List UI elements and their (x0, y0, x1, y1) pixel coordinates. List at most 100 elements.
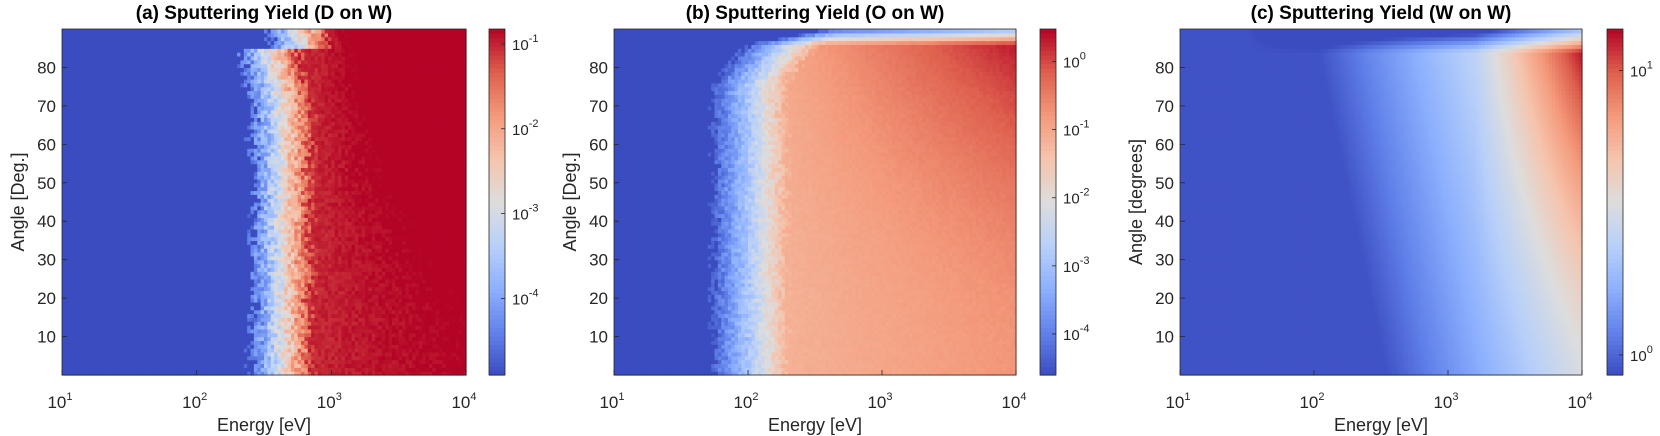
heatmap-cell (233, 301, 238, 307)
heatmap-cell (284, 309, 289, 315)
heatmap-cell (365, 321, 369, 326)
heatmap-cell (331, 290, 336, 295)
heatmap-cell (361, 313, 366, 318)
heatmap-cell (62, 363, 66, 368)
heatmap-cell (210, 301, 215, 307)
heatmap-cell (371, 321, 376, 326)
heatmap-cell (82, 325, 87, 330)
heatmap-cell (314, 359, 319, 365)
heatmap-cell (119, 371, 124, 376)
heatmap-cell (250, 313, 255, 318)
heatmap-cell (452, 290, 457, 295)
heatmap-cell (176, 294, 181, 299)
heatmap-cell (253, 367, 258, 372)
heatmap-cell (260, 367, 265, 372)
heatmap-cell (351, 313, 356, 318)
heatmap-cell (156, 363, 161, 368)
heatmap-cell (307, 313, 312, 318)
heatmap-cell (253, 355, 258, 361)
heatmap-cell (95, 325, 100, 330)
heatmap-cell (115, 309, 120, 315)
heatmap-cell (146, 340, 151, 345)
heatmap-cell (280, 348, 285, 353)
heatmap-cell (115, 305, 120, 311)
heatmap-cell (402, 290, 406, 295)
heatmap-cell (267, 317, 272, 322)
heatmap-cell (142, 321, 147, 326)
heatmap-cell (253, 313, 258, 318)
heatmap-cell (428, 313, 433, 318)
heatmap-cell (193, 340, 198, 345)
heatmap-cell (371, 290, 376, 295)
heatmap-cell (442, 351, 447, 357)
heatmap-cell (99, 325, 103, 330)
heatmap-cell (257, 367, 262, 372)
heatmap-cell (260, 321, 265, 326)
heatmap-cell (361, 298, 366, 303)
heatmap-cell (159, 344, 164, 349)
heatmap-cell (290, 298, 295, 303)
heatmap-cell (304, 355, 309, 361)
heatmap-cell (398, 340, 403, 345)
heatmap-cell (442, 298, 447, 303)
heatmap-cell (146, 332, 151, 338)
heatmap-cell (439, 336, 444, 341)
heatmap-cell (398, 317, 403, 322)
heatmap-cell (240, 363, 245, 368)
heatmap-cell (129, 313, 134, 318)
heatmap-cell (338, 298, 343, 303)
heatmap-cell (146, 309, 151, 315)
heatmap-cell (378, 371, 383, 376)
heatmap-cell (442, 367, 447, 372)
heatmap-cell (280, 298, 285, 303)
heatmap-cell (223, 336, 228, 341)
heatmap-cell (109, 340, 114, 345)
heatmap-cell (452, 317, 457, 322)
heatmap-cell (344, 321, 349, 326)
heatmap-cell (92, 363, 97, 368)
heatmap-cell (277, 298, 282, 303)
heatmap-cell (351, 359, 356, 365)
heatmap-cell (388, 332, 393, 338)
heatmap-cell (270, 363, 275, 368)
heatmap-cell (179, 351, 184, 357)
heatmap-cell (385, 344, 390, 349)
heatmap-cell (341, 336, 346, 341)
heatmap-cell (280, 305, 285, 311)
heatmap-cell (287, 305, 292, 311)
heatmap-cell (95, 305, 100, 311)
heatmap-cell (432, 298, 437, 303)
heatmap-cell (402, 344, 406, 349)
heatmap-cell (297, 313, 302, 318)
heatmap-cell (442, 336, 447, 341)
heatmap-cell (216, 371, 221, 376)
heatmap-cell (307, 317, 312, 322)
heatmap-cell (132, 298, 137, 303)
heatmap-cell (395, 309, 400, 315)
heatmap-cell (99, 305, 103, 311)
heatmap-cell (311, 313, 316, 318)
heatmap-cell (243, 290, 248, 295)
heatmap-cell (112, 294, 117, 299)
heatmap-cell (462, 290, 467, 295)
heatmap-cell (213, 340, 218, 345)
heatmap-cell (176, 328, 181, 334)
heatmap-cell (432, 351, 437, 357)
heatmap-cell (186, 363, 191, 368)
heatmap-cell (304, 340, 309, 345)
heatmap-cell (247, 371, 252, 376)
heatmap-cell (301, 336, 305, 341)
heatmap-cell (68, 317, 73, 322)
heatmap-cell (459, 301, 464, 307)
heatmap-cell (270, 355, 275, 361)
heatmap-cell (173, 363, 178, 368)
heatmap-cell (264, 313, 268, 318)
heatmap-cell (132, 344, 137, 349)
heatmap-cell (304, 294, 309, 299)
heatmap-cell (186, 332, 191, 338)
heatmap-cell (324, 359, 329, 365)
heatmap-cell (139, 336, 144, 341)
heatmap-cell (348, 294, 353, 299)
heatmap-cell (136, 290, 141, 295)
heatmap-cell (163, 340, 167, 345)
